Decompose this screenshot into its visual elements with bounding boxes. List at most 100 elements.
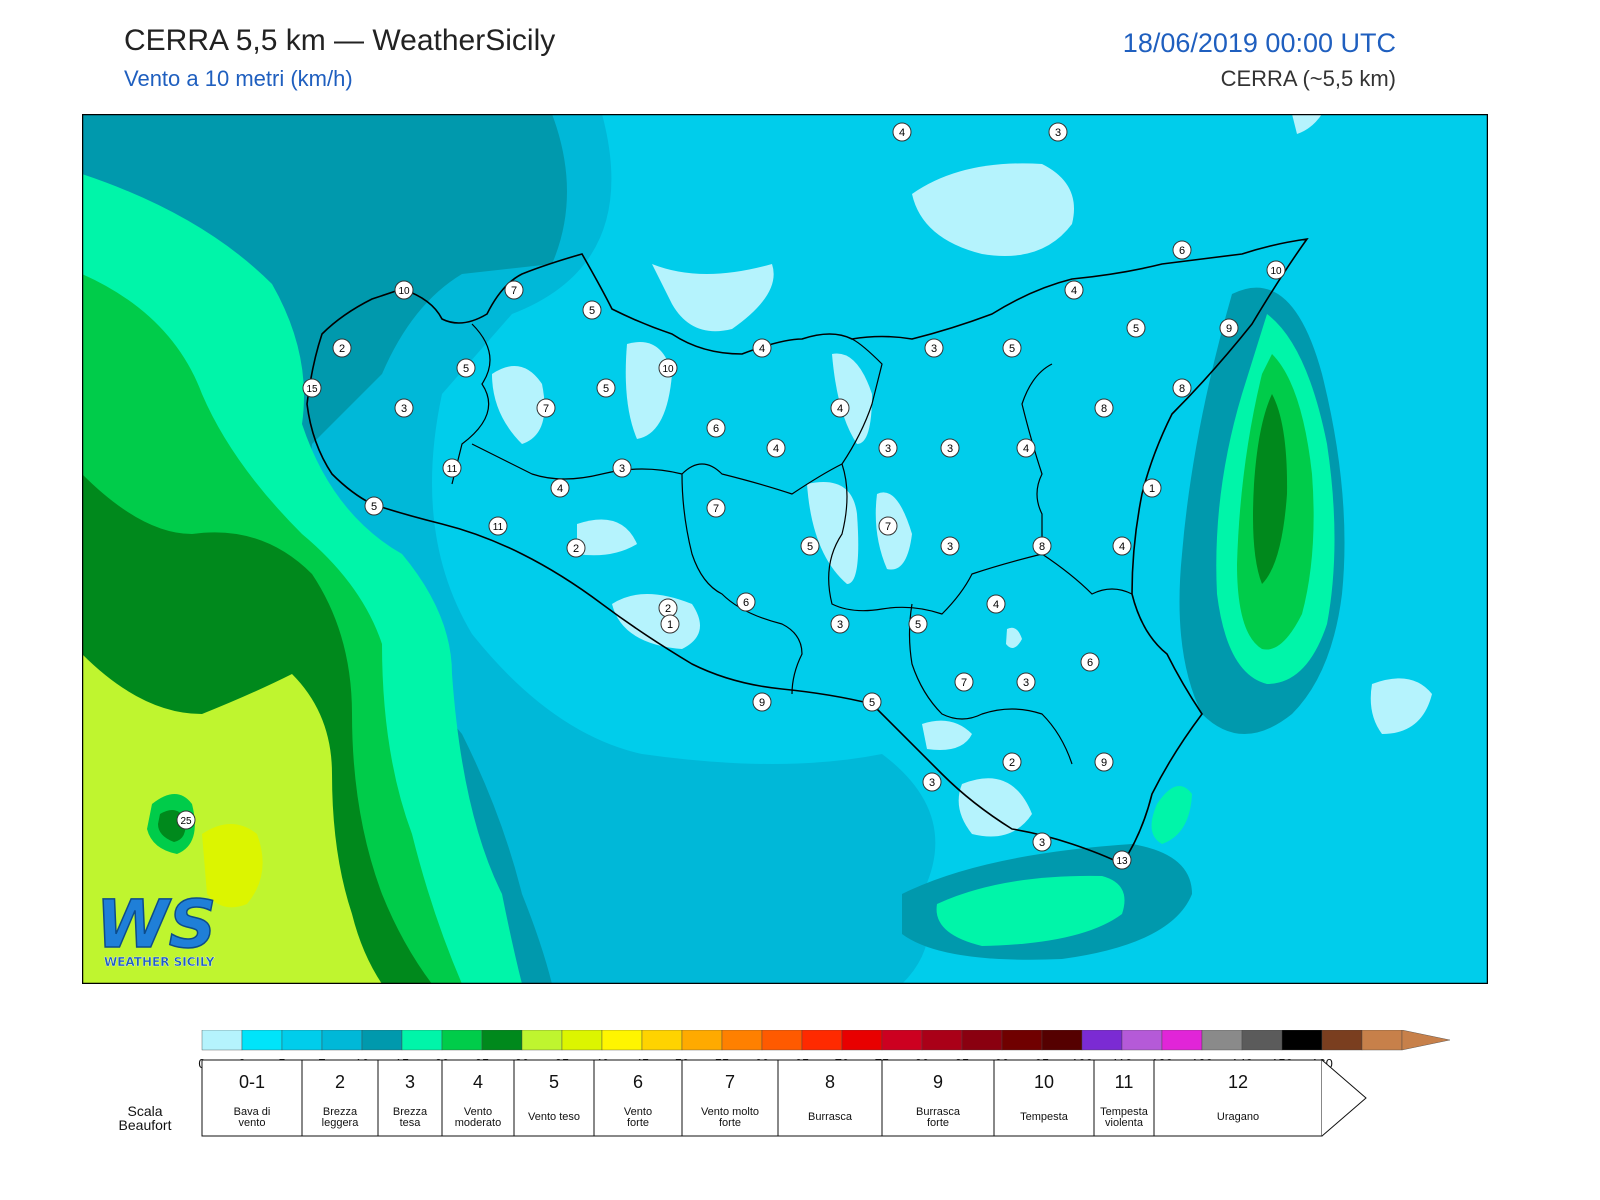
model-resolution: CERRA (~5,5 km) bbox=[1220, 66, 1396, 91]
wind-speed-marker: 3 bbox=[394, 398, 414, 418]
field-0-2-s2 bbox=[922, 720, 972, 750]
wind-speed-label: 3 bbox=[885, 443, 891, 455]
wind-speed-marker: 6 bbox=[706, 418, 726, 438]
beaufort-desc: forte bbox=[927, 1117, 949, 1129]
beaufort-number: 0-1 bbox=[239, 1072, 265, 1092]
colorbar-bin bbox=[201, 1030, 243, 1051]
wind-speed-label: 7 bbox=[961, 677, 967, 689]
wind-speed-label: 5 bbox=[915, 619, 921, 631]
wind-speed-marker: 4 bbox=[1016, 438, 1036, 458]
logo-text: WEATHER SICILY bbox=[104, 955, 215, 969]
wind-speed-label: 9 bbox=[759, 697, 765, 709]
wind-speed-marker: 5 bbox=[456, 358, 476, 378]
wind-speed-label: 11 bbox=[447, 464, 458, 475]
wind-speed-marker: 13 bbox=[1112, 850, 1132, 870]
wind-speed-label: 6 bbox=[1087, 657, 1093, 669]
beaufort-number: 2 bbox=[335, 1072, 345, 1092]
wind-speed-marker: 5 bbox=[582, 300, 602, 320]
beaufort-cell: 8 Burrasca bbox=[777, 1059, 883, 1137]
wind-speed-label: 3 bbox=[401, 403, 407, 415]
wind-speed-label: 8 bbox=[1101, 403, 1107, 415]
wind-speed-label: 5 bbox=[807, 541, 813, 553]
field-25-30-east bbox=[1253, 394, 1288, 584]
beaufort-number: 7 bbox=[725, 1072, 735, 1092]
field-0-2-c6 bbox=[1006, 627, 1022, 648]
beaufort-number: 9 bbox=[933, 1072, 943, 1092]
beaufort-number: 4 bbox=[473, 1072, 483, 1092]
wind-speed-label: 7 bbox=[885, 521, 891, 533]
wind-speed-label: 3 bbox=[1055, 127, 1061, 139]
wind-speed-label: 4 bbox=[557, 483, 563, 495]
colorbar-bin bbox=[641, 1030, 683, 1051]
colorbar-bin bbox=[761, 1030, 803, 1051]
wind-speed-marker: 4 bbox=[766, 438, 786, 458]
colorbar-bin bbox=[841, 1030, 883, 1051]
beaufort-desc: Burrasca bbox=[808, 1111, 853, 1123]
weathersicily-logo: WS WEATHER SICILY bbox=[95, 885, 217, 969]
wind-speed-label: 4 bbox=[759, 343, 765, 355]
wind-speed-label: 10 bbox=[1270, 266, 1282, 277]
colorbar-bin bbox=[1241, 1030, 1283, 1051]
wind-speed-label: 2 bbox=[573, 543, 579, 555]
beaufort-desc: Vento bbox=[624, 1106, 652, 1118]
field-0-2-s1 bbox=[612, 594, 700, 649]
wind-speed-marker: 3 bbox=[940, 438, 960, 458]
colorbar-bin bbox=[361, 1030, 403, 1051]
field-35-40-west bbox=[202, 824, 263, 908]
wind-speed-marker: 11 bbox=[442, 458, 462, 478]
colorbar-bin bbox=[1281, 1030, 1323, 1051]
logo-mark: WS bbox=[96, 886, 216, 963]
wind-speed-label: 3 bbox=[837, 619, 843, 631]
wind-speed-label: 3 bbox=[931, 343, 937, 355]
wind-speed-marker: 25 bbox=[176, 810, 196, 830]
colorbar-bin bbox=[561, 1030, 603, 1051]
wind-speed-marker: 5 bbox=[862, 692, 882, 712]
wind-speed-marker: 8 bbox=[1172, 378, 1192, 398]
map-title: CERRA 5,5 km — WeatherSicily bbox=[124, 24, 556, 57]
wind-speed-label: 15 bbox=[306, 384, 318, 395]
wind-speed-marker: 7 bbox=[706, 498, 726, 518]
wind-speed-label: 6 bbox=[1179, 245, 1185, 257]
wind-speed-marker: 5 bbox=[1002, 338, 1022, 358]
beaufort-desc: leggera bbox=[322, 1117, 360, 1129]
wind-speed-marker: 7 bbox=[536, 398, 556, 418]
wind-speed-marker: 15 bbox=[302, 378, 322, 398]
wind-speed-label: 5 bbox=[463, 363, 469, 375]
wind-speed-marker: 4 bbox=[892, 122, 912, 142]
field-0-2-ne bbox=[1292, 114, 1322, 134]
beaufort-desc: moderato bbox=[455, 1117, 501, 1129]
forecast-date: 18/06/2019 00:00 UTC bbox=[1122, 28, 1396, 58]
beaufort-number: 6 bbox=[633, 1072, 643, 1092]
colorbar-bin bbox=[1041, 1030, 1083, 1051]
field-0-2-c4 bbox=[807, 482, 859, 584]
beaufort-cell: 5 Vento teso bbox=[513, 1059, 595, 1137]
beaufort-number: 5 bbox=[549, 1072, 559, 1092]
beaufort-desc: forte bbox=[719, 1117, 741, 1129]
wind-speed-label: 9 bbox=[1101, 757, 1107, 769]
colorbar-bin bbox=[481, 1030, 523, 1051]
wind-speed-label: 7 bbox=[511, 285, 517, 297]
colorbar-bin bbox=[721, 1030, 763, 1051]
map-frame bbox=[82, 114, 1488, 984]
wind-speed-marker: 9 bbox=[752, 692, 772, 712]
wind-speed-label: 5 bbox=[1133, 323, 1139, 335]
wind-speed-marker: 5 bbox=[1126, 318, 1146, 338]
beaufort-desc: Burrasca bbox=[916, 1106, 961, 1118]
field-15-20-south bbox=[936, 875, 1125, 946]
beaufort-desc: Tempesta bbox=[1100, 1106, 1149, 1118]
wind-speed-label: 3 bbox=[929, 777, 935, 789]
wind-speed-label: 25 bbox=[180, 816, 192, 827]
wind-speed-marker: 4 bbox=[986, 594, 1006, 614]
wind-colorbar bbox=[201, 1030, 1451, 1051]
wind-speed-label: 7 bbox=[713, 503, 719, 515]
wind-speed-marker: 3 bbox=[940, 536, 960, 556]
beaufort-number: 10 bbox=[1034, 1072, 1054, 1092]
beaufort-desc: Uragano bbox=[1217, 1111, 1259, 1123]
wind-speed-marker: 7 bbox=[878, 516, 898, 536]
